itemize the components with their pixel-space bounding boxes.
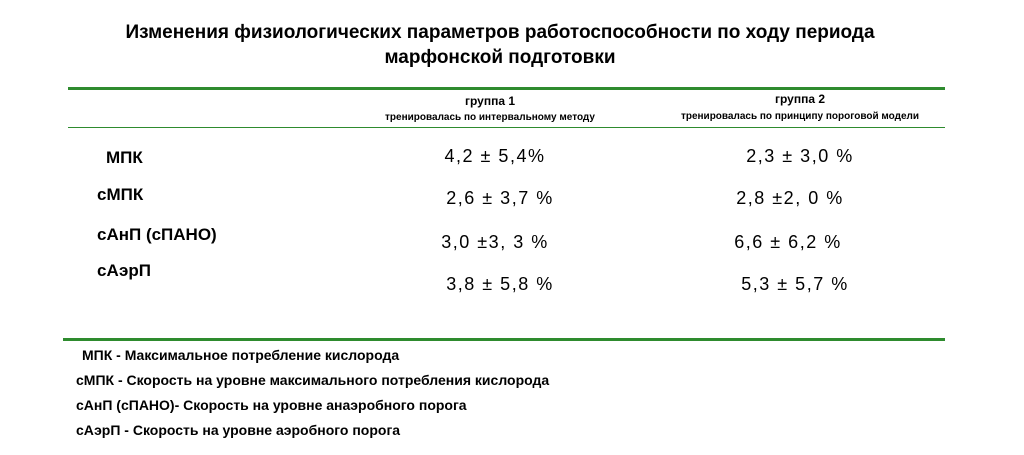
note: сАнП (сПАНО)- Скорость на уровне анаэроб… <box>76 397 467 413</box>
cell: 6,6 ± 6,2 % <box>734 232 842 252</box>
note: сАэрП - Скорость на уровне аэробного пор… <box>76 422 401 438</box>
note: МПК - Максимальное потребление кислорода <box>82 347 400 363</box>
rule <box>68 127 945 128</box>
row-label: сАнП (сПАНО) <box>97 225 217 244</box>
row-label: сМПК <box>97 185 144 204</box>
title: Изменения физиологических параметров раб… <box>125 22 875 43</box>
column-name: группа 2 <box>774 92 826 106</box>
cell: 2,3 ± 3,0 % <box>746 146 854 166</box>
cell: 3,0 ±3, 3 % <box>441 232 549 252</box>
cell: 2,6 ± 3,7 % <box>446 188 554 208</box>
cell: 3,8 ± 5,8 % <box>446 274 554 294</box>
cell: 5,3 ± 5,7 % <box>741 274 849 294</box>
column-subtitle: тренировалась по интервальному методу <box>385 112 595 123</box>
rule <box>63 338 945 341</box>
column-name: группа 1 <box>464 94 516 108</box>
column-subtitle: тренировалась по принципу пороговой моде… <box>680 111 920 122</box>
row-label: МПК <box>106 148 143 167</box>
note: сМПК - Скорость на уровне максимального … <box>76 372 550 388</box>
title: марфонской подготовки <box>384 47 616 68</box>
row-label: сАэрП <box>97 261 151 280</box>
rule <box>68 87 945 90</box>
cell: 4,2 ± 5,4% <box>444 146 546 166</box>
cell: 2,8 ±2, 0 % <box>736 188 844 208</box>
